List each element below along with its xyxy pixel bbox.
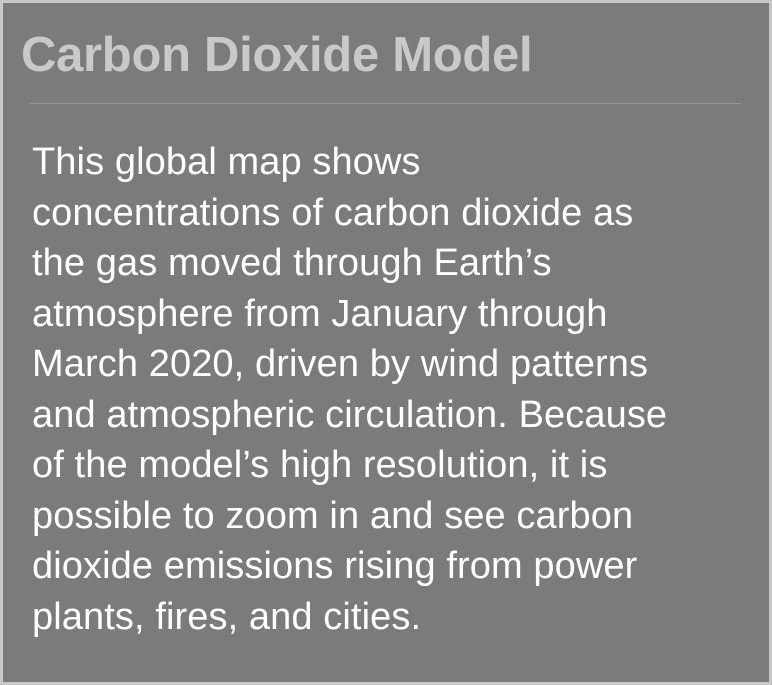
description-line: dioxide emissions rising from power xyxy=(32,545,638,587)
description-line: This global map shows xyxy=(32,141,421,183)
description-line: the gas moved through Earth’s xyxy=(32,242,552,284)
description-line: concentrations of carbon dioxide as xyxy=(32,191,634,234)
description-line: plants, fires, and cities. xyxy=(32,595,422,638)
description-line: March 2020, driven by wind patterns xyxy=(32,343,649,385)
panel-description: This global map shows concentrations of … xyxy=(32,137,752,642)
description-line: possible to zoom in and see carbon xyxy=(32,494,634,537)
description-line: atmosphere from January through xyxy=(32,292,608,335)
panel-title: Carbon Dioxide Model xyxy=(21,28,533,82)
description-line: of the model’s high resolution, it is xyxy=(32,444,608,486)
description-line: and atmospheric circulation. Because xyxy=(32,393,668,436)
title-divider xyxy=(30,103,741,104)
info-panel: Carbon Dioxide Model This global map sho… xyxy=(3,3,769,682)
